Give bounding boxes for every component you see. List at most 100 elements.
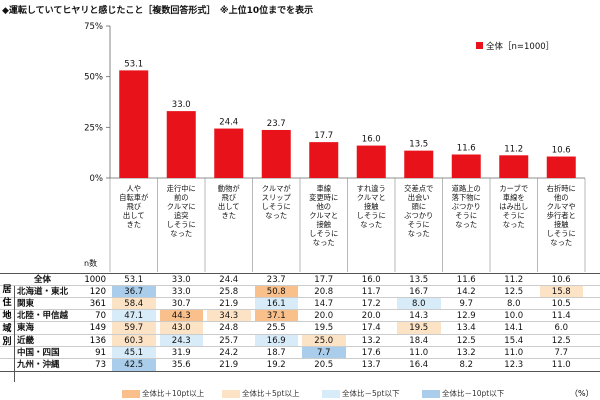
table-cell: 13.2 xyxy=(456,347,476,358)
table-cell: 19.5 xyxy=(397,322,441,335)
table-cell: 45.1 xyxy=(112,346,156,359)
table-cell: 20.0 xyxy=(314,311,334,322)
bar xyxy=(451,154,481,178)
bar-value-label: 11.6 xyxy=(457,143,476,153)
table-cell: 17.6 xyxy=(361,347,381,358)
bar xyxy=(356,145,386,178)
category-label: 右折時に 他の クルマや 歩行者と 接触 しそうに なった xyxy=(546,184,576,247)
table-cell: 13.2 xyxy=(361,335,381,346)
table-cell: 50.8 xyxy=(254,286,298,299)
y-tick-label: 0% xyxy=(90,174,104,184)
table-cell: 37.1 xyxy=(254,310,298,323)
row-label: 東海 xyxy=(17,323,35,334)
table-row: 北海道・東北 120 36.7 33.0 25.8 50.8 20.8 11.7 16.7 14.… xyxy=(0,285,600,299)
group-label-char: 地 xyxy=(2,311,12,321)
table-cell: 15.4 xyxy=(504,335,524,346)
bar-value-label: 23.7 xyxy=(267,119,286,129)
n-header: n数 xyxy=(84,259,98,268)
table-cell: 11.7 xyxy=(361,287,381,298)
bar-value-label: 33.0 xyxy=(172,100,191,110)
category-label: すれ違う クルマと 接触 しそうに なった xyxy=(356,184,386,229)
table-cell: 24.2 xyxy=(219,347,239,358)
y-tick-label: 50% xyxy=(84,73,103,83)
bar xyxy=(499,155,529,178)
bar xyxy=(166,111,196,178)
table-row: 九州・沖縄 73 42.5 35.6 21.9 19.2 20.5 13.7 16.4 8.2 12… xyxy=(0,357,600,372)
table-cell: 47.1 xyxy=(112,310,156,323)
table-cell: 10.0 xyxy=(504,311,524,322)
table-cell: 43.0 xyxy=(159,322,203,335)
table-cell: 17.4 xyxy=(361,323,381,334)
bar-value-label: 53.1 xyxy=(124,59,143,69)
row-n: 91 xyxy=(95,347,106,358)
row-n: 136 xyxy=(89,335,106,346)
table-cell: 12.5 xyxy=(551,335,571,346)
y-tick-label: 25% xyxy=(84,123,103,133)
table-cell: 8.0 xyxy=(506,299,521,310)
category-label: 動物が 飛び 出して きた xyxy=(217,184,240,220)
table-cell: 7.7 xyxy=(554,347,569,358)
bar xyxy=(404,150,434,178)
table-row: 関東 361 58.4 30.7 21.9 16.1 14.7 17.2 8.0 9.7 8.0 10… xyxy=(0,297,600,311)
chart-title: ◆運転していてヒヤリと感じたこと［複数回答形式］ ※上位10位までを表示 xyxy=(2,6,314,16)
table-cell: 31.9 xyxy=(171,347,191,358)
bar-value-label: 16.0 xyxy=(362,135,381,145)
table-cell: 11.0 xyxy=(551,359,571,370)
table-cell: 9.7 xyxy=(459,299,474,310)
bar xyxy=(261,129,291,178)
swatch-minus5 xyxy=(322,390,340,398)
table-cell: 36.7 xyxy=(112,286,156,299)
group-label-char: 住 xyxy=(2,298,12,308)
table-cell: 15.8 xyxy=(539,286,583,299)
swatch-plus10 xyxy=(122,390,140,398)
legend-minus5: 全体比－5pt以下 xyxy=(322,388,399,399)
category-label: 交差点で 出会い 頭に ぶつかり そうに なった xyxy=(404,184,434,238)
unit-label: （%） xyxy=(570,389,594,398)
table-cell: 11.0 xyxy=(504,347,524,358)
table-row: 近畿 136 60.3 24.3 25.7 16.9 25.0 13.2 18.4 12.5 15.… xyxy=(0,333,600,347)
group-bracket xyxy=(14,286,15,382)
table-cell: 8.0 xyxy=(397,298,441,311)
table-cell: 24.8 xyxy=(219,323,239,334)
table-cell: 12.5 xyxy=(456,335,476,346)
table-cell: 19.2 xyxy=(266,359,286,370)
group-label-char: 居 xyxy=(2,285,12,295)
row-label: 九州・沖縄 xyxy=(17,359,60,370)
table-cell: 7.7 xyxy=(302,346,346,359)
legend-label: 全体［n=1000］ xyxy=(486,41,554,52)
table-cell: 17.2 xyxy=(361,299,381,310)
table-cell: 18.4 xyxy=(409,335,429,346)
table-cell: 33.0 xyxy=(171,275,191,285)
table-cell: 25.0 xyxy=(302,334,346,347)
bar-value-label: 17.7 xyxy=(314,131,333,141)
table-cell: 21.9 xyxy=(219,359,239,370)
row-label: 北海道・東北 xyxy=(17,287,69,298)
legend-plus5: 全体比＋5pt以上 xyxy=(222,388,299,399)
category-label: クルマが スリップ しそうに なった xyxy=(261,184,291,220)
table-cell: 25.8 xyxy=(219,287,239,298)
swatch-plus5 xyxy=(222,390,240,398)
table-cell: 23.7 xyxy=(266,275,286,285)
swatch-minus10 xyxy=(422,390,440,398)
bar xyxy=(309,142,339,178)
table-row: 北陸・甲信越 70 47.1 44.3 34.3 37.1 20.0 20.0 14.3 12.9… xyxy=(0,309,600,323)
bar-value-label: 13.5 xyxy=(409,140,428,150)
table-cell: 14.3 xyxy=(409,311,429,322)
group-label-char: 域 xyxy=(2,324,12,334)
table-cell: 44.3 xyxy=(159,310,203,323)
bar xyxy=(214,128,244,178)
table-cell: 24.3 xyxy=(159,334,203,347)
table-cell: 33.0 xyxy=(171,287,191,298)
row-label: 全体 xyxy=(34,275,52,285)
table-row: 全体 1000 53.1 33.0 24.4 23.7 17.7 16.0 13.5 11.6 11… xyxy=(0,273,600,286)
row-label: 近畿 xyxy=(17,335,35,346)
table-row: 中国・四国 91 45.1 31.9 24.2 18.7 7.7 17.6 11.0 13.2 11… xyxy=(0,345,600,359)
table-cell: 12.5 xyxy=(504,287,524,298)
legend-plus10: 全体比＋10pt以上 xyxy=(122,388,204,399)
table-cell: 10.5 xyxy=(551,299,571,310)
table-cell: 18.7 xyxy=(266,347,286,358)
bar xyxy=(546,156,576,178)
table-cell: 60.3 xyxy=(112,334,156,347)
table-cell: 11.4 xyxy=(551,311,571,322)
